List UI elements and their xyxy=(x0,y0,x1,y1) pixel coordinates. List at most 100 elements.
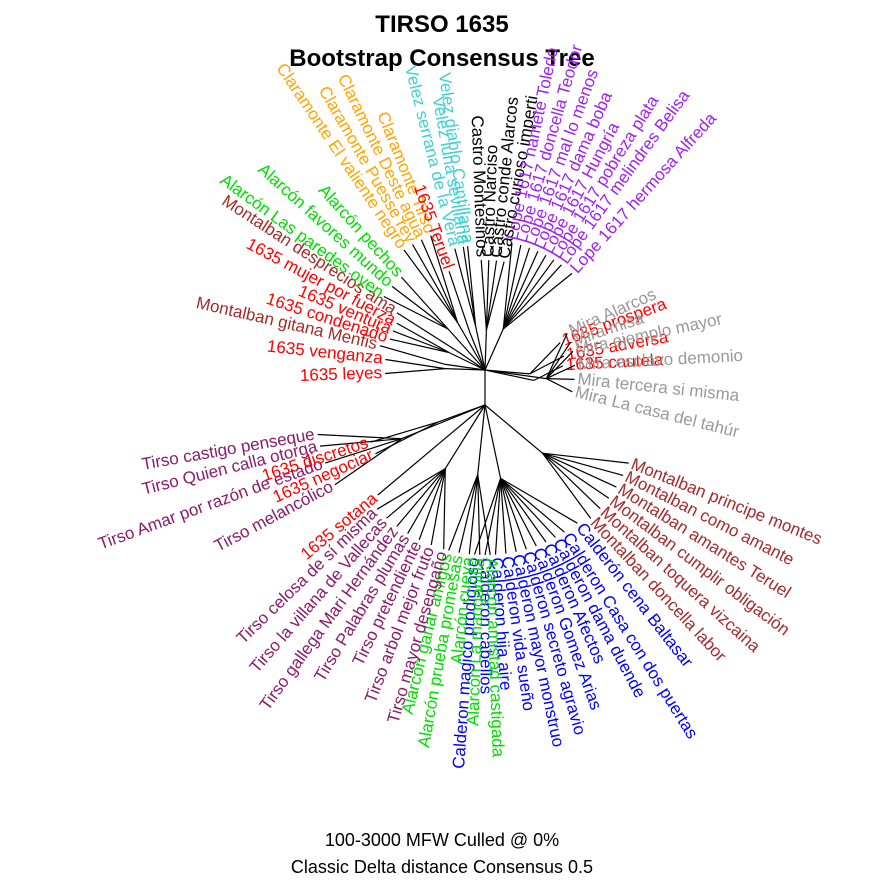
footer-line-2: Classic Delta distance Consensus 0.5 xyxy=(291,857,593,877)
tree-branch-leaf xyxy=(502,250,539,330)
tree-branch-stem xyxy=(484,328,504,371)
tree-branch-leaf xyxy=(542,452,592,519)
tree-branch-leaf xyxy=(377,443,440,496)
tree-branch-leaf xyxy=(407,468,446,534)
tree-branch-leaf xyxy=(418,468,446,541)
tree-branch-leaf xyxy=(502,272,573,330)
tree-branch-leaf xyxy=(477,474,481,555)
tree-branch-leaf xyxy=(500,477,556,538)
tree-branch-leaf xyxy=(317,433,402,440)
tree-branch-leaf xyxy=(448,474,479,551)
tree-branch-leaf xyxy=(396,468,446,527)
tree-branch-leaf xyxy=(411,244,459,323)
chart-title: TIRSO 1635 xyxy=(375,11,508,38)
tree-branch-leaf xyxy=(392,330,450,354)
tree-branch-stem xyxy=(456,322,486,371)
tree-branch-leaf xyxy=(385,358,446,370)
tree-branch-stem xyxy=(445,363,486,371)
tree-branch-stem xyxy=(455,349,486,371)
tree-branch-leaf xyxy=(391,285,449,330)
tree-branch-leaf xyxy=(502,259,555,330)
tree-branch-leaf xyxy=(500,478,507,554)
tree-branch-leaf xyxy=(502,264,562,330)
tree-branch-leaf xyxy=(477,474,491,555)
tree-leaf-label: Castro Montesinos xyxy=(468,115,492,257)
tree-branch-leaf xyxy=(542,452,617,488)
tree-branch-leaf xyxy=(502,244,522,330)
tree-branch-leaf xyxy=(400,276,449,330)
tree-branch-leaf xyxy=(370,421,439,443)
tree-branch-stem xyxy=(484,404,502,479)
footer-line-1: 100-3000 MFW Culled @ 0% xyxy=(325,830,559,850)
tree-branch-leaf xyxy=(379,345,446,365)
tree-branch-leaf xyxy=(485,260,490,331)
tree-branch-leaf xyxy=(500,478,537,547)
tree-branch-leaf xyxy=(403,249,458,323)
tree-branch-leaf xyxy=(383,295,449,330)
tree-branch-leaf xyxy=(420,239,459,323)
tree-branch-stem xyxy=(469,332,486,371)
tree-branch-leaf xyxy=(546,378,573,393)
tree-branch-leaf xyxy=(319,438,402,447)
tree-branch-leaf xyxy=(430,468,446,546)
tree-branch-leaf xyxy=(500,477,578,524)
tree-branch-stem xyxy=(438,404,486,445)
tree-branch-leaf xyxy=(500,478,527,550)
tree-branch-leaf xyxy=(500,478,547,543)
tree-branch-leaf xyxy=(458,474,479,553)
tree-branch-leaf xyxy=(494,478,502,555)
tree-branch-leaf xyxy=(529,355,565,375)
tree-branch-leaf xyxy=(545,341,572,379)
tree-branch-leaf xyxy=(542,452,629,464)
tree-branch-leaf xyxy=(545,350,574,380)
tree-branch-leaf xyxy=(389,338,450,354)
tree-branch-stem xyxy=(444,368,486,371)
tree-branch-stem xyxy=(484,369,547,380)
tree-branch-leaf xyxy=(375,421,439,455)
tree-branch-leaf xyxy=(546,364,576,380)
tree-leaf-label: Calderon cabellos xyxy=(477,558,496,694)
tree-branch-leaf xyxy=(502,247,531,330)
tree-branch-leaf xyxy=(396,322,450,354)
tree-branch-leaf xyxy=(462,246,477,327)
tree-branch-leaf xyxy=(500,477,565,533)
tree-branch-leaf xyxy=(386,468,446,519)
tree-branch-leaf xyxy=(480,260,487,331)
tree-branch-leaf xyxy=(443,468,446,550)
chart-subtitle: Bootstrap Consensus Tree xyxy=(289,45,594,72)
tree-branch-stem xyxy=(444,404,486,469)
tree-branch-leaf xyxy=(545,333,568,379)
tree-branch-stem xyxy=(448,351,486,371)
tree-leaf-label: Castro Narciso xyxy=(478,144,501,257)
tree-branch-leaf xyxy=(448,271,471,334)
tree-branch-stem xyxy=(484,329,487,371)
tree-branch-leaf xyxy=(529,342,561,375)
tree-branch-leaf xyxy=(485,260,498,331)
tree-branch-stem xyxy=(477,404,486,475)
tree-branch-leaf xyxy=(376,468,446,510)
tree-branch-leaf xyxy=(430,235,459,323)
tree-branch-stem xyxy=(484,404,543,454)
tree-branch-leaf xyxy=(500,478,517,552)
tree-branch-leaf xyxy=(473,478,502,555)
tree-branch-leaf xyxy=(542,452,624,476)
tree-branch-leaf xyxy=(502,242,513,329)
tree-branch-stem xyxy=(437,404,486,423)
tree-branch-leaf xyxy=(325,438,402,464)
tree-branch-leaf xyxy=(485,261,505,331)
tree-branch-leaf xyxy=(467,246,477,327)
tree-branch-leaf xyxy=(454,248,477,327)
tree-branch-leaf xyxy=(468,474,479,555)
tree-branch-stem xyxy=(475,325,486,371)
tree-branch-leaf xyxy=(546,378,575,380)
tree-leaf-label: 1635 leyes xyxy=(300,363,383,385)
tree-branch-stem xyxy=(447,328,486,371)
tree-branch-leaf xyxy=(542,452,610,499)
tree-branch-leaf xyxy=(385,368,446,375)
tree-branch-leaf xyxy=(542,452,601,510)
tree-branch-leaf xyxy=(502,254,547,330)
tree-branch-leaf xyxy=(484,478,502,556)
tree-branch-leaf xyxy=(396,312,457,351)
